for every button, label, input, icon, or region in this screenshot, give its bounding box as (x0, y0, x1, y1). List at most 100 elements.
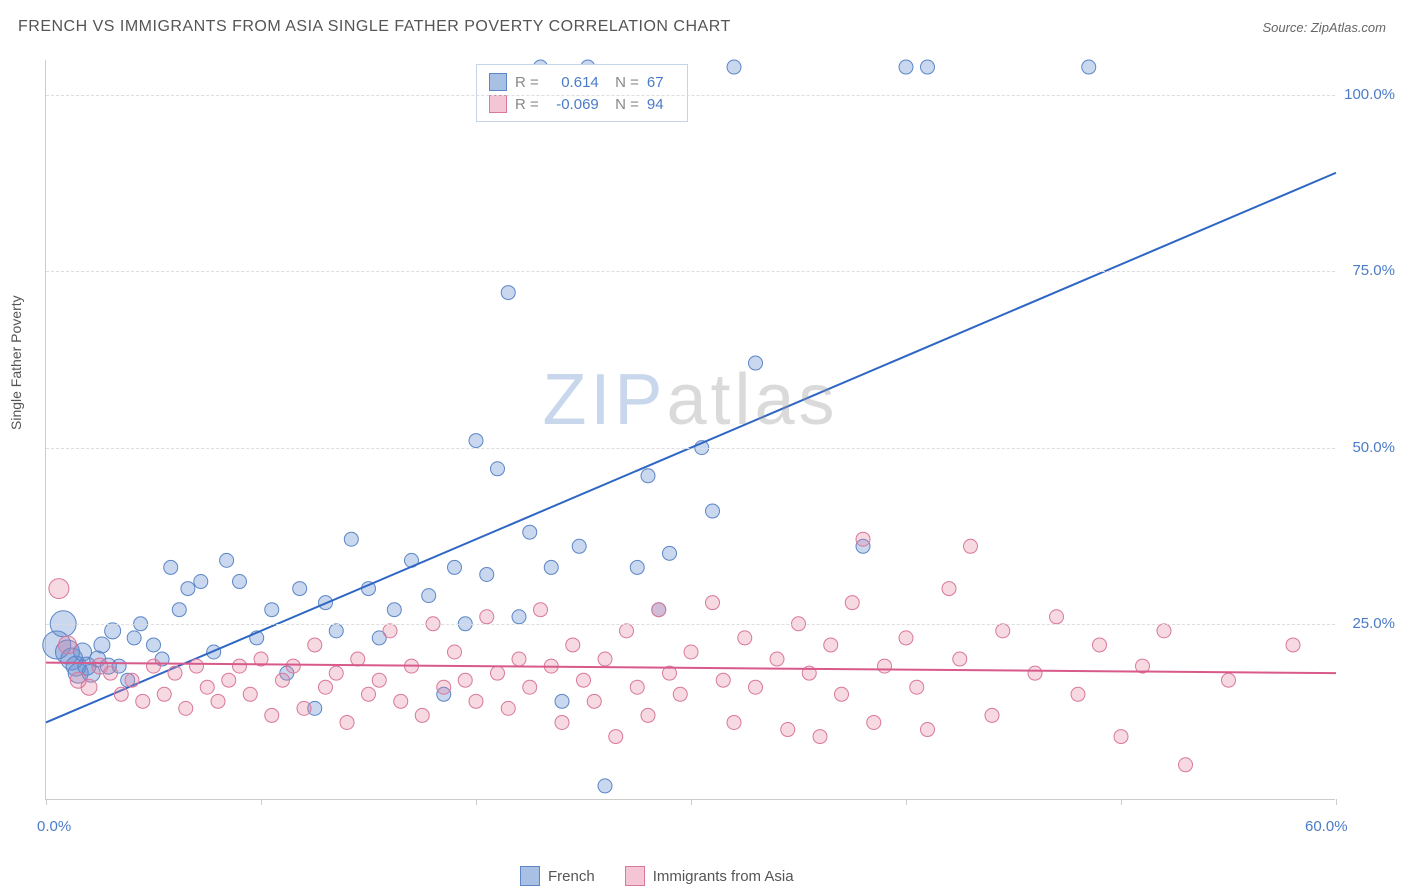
data-point (706, 596, 720, 610)
data-point (458, 673, 472, 687)
data-point (813, 730, 827, 744)
data-point (523, 680, 537, 694)
gridline (46, 95, 1335, 96)
x-tick (46, 799, 47, 805)
y-tick-label: 25.0% (1352, 615, 1395, 632)
x-tick (1121, 799, 1122, 805)
data-point (114, 687, 128, 701)
data-point (1050, 610, 1064, 624)
data-point (351, 652, 365, 666)
data-point (1179, 758, 1193, 772)
data-point (319, 680, 333, 694)
data-point (512, 610, 526, 624)
data-point (265, 603, 279, 617)
data-point (727, 60, 741, 74)
data-point (501, 286, 515, 300)
data-point (899, 60, 913, 74)
data-point (491, 666, 505, 680)
x-tick-label: 60.0% (1305, 818, 1348, 835)
data-point (265, 708, 279, 722)
legend-swatch-french (520, 866, 540, 886)
data-point (469, 434, 483, 448)
data-point (469, 694, 483, 708)
data-point (233, 575, 247, 589)
plot-area: R = 0.614 N = 67 R = -0.069 N = 94 ZIPat… (45, 60, 1335, 800)
legend-label-french: French (548, 868, 595, 885)
data-point (194, 575, 208, 589)
data-point (572, 539, 586, 553)
stat-r-label: R = (515, 74, 539, 91)
data-point (276, 673, 290, 687)
data-point (501, 701, 515, 715)
data-point (415, 708, 429, 722)
data-point (878, 659, 892, 673)
data-point (480, 610, 494, 624)
data-point (630, 560, 644, 574)
data-point (394, 694, 408, 708)
data-point (1082, 60, 1096, 74)
correlation-stats-box: R = 0.614 N = 67 R = -0.069 N = 94 (476, 64, 688, 122)
data-point (211, 694, 225, 708)
y-tick-label: 100.0% (1344, 86, 1395, 103)
data-point (544, 560, 558, 574)
stat-n-value-asia: 94 (647, 96, 675, 113)
data-point (684, 645, 698, 659)
stat-swatch-asia (489, 95, 507, 113)
data-point (94, 637, 110, 653)
legend-label-asia: Immigrants from Asia (653, 868, 794, 885)
gridline (46, 271, 1335, 272)
stat-r-value-asia: -0.069 (547, 96, 599, 113)
gridline (46, 624, 1335, 625)
data-point (641, 708, 655, 722)
data-point (157, 687, 171, 701)
stat-row-asia: R = -0.069 N = 94 (489, 93, 675, 115)
data-point (448, 645, 462, 659)
data-point (147, 638, 161, 652)
data-point (59, 636, 77, 654)
data-point (127, 631, 141, 645)
data-point (387, 603, 401, 617)
data-point (641, 469, 655, 483)
stat-n-value-french: 67 (647, 74, 675, 91)
data-point (587, 694, 601, 708)
stat-row-french: R = 0.614 N = 67 (489, 71, 675, 93)
y-axis-label: Single Father Poverty (8, 295, 24, 430)
data-point (168, 666, 182, 680)
data-point (49, 579, 69, 599)
data-point (164, 560, 178, 574)
data-point (673, 687, 687, 701)
data-point (1028, 666, 1042, 680)
plot-svg (46, 60, 1335, 799)
data-point (781, 723, 795, 737)
data-point (770, 652, 784, 666)
data-point (104, 666, 118, 680)
chart-title: FRENCH VS IMMIGRANTS FROM ASIA SINGLE FA… (18, 18, 731, 36)
data-point (437, 680, 451, 694)
bottom-legend: French Immigrants from Asia (520, 866, 794, 886)
data-point (964, 539, 978, 553)
data-point (1093, 638, 1107, 652)
data-point (609, 730, 623, 744)
data-point (555, 715, 569, 729)
data-point (179, 701, 193, 715)
data-point (136, 694, 150, 708)
data-point (620, 624, 634, 638)
data-point (491, 462, 505, 476)
data-point (308, 638, 322, 652)
data-point (147, 659, 161, 673)
stat-r-label: R = (515, 96, 539, 113)
data-point (845, 596, 859, 610)
x-tick (691, 799, 692, 805)
data-point (329, 624, 343, 638)
data-point (1222, 673, 1236, 687)
data-point (577, 673, 591, 687)
data-point (598, 779, 612, 793)
data-point (190, 659, 204, 673)
data-point (824, 638, 838, 652)
source-attribution: Source: ZipAtlas.com (1262, 20, 1386, 35)
data-point (749, 356, 763, 370)
data-point (652, 603, 666, 617)
data-point (329, 666, 343, 680)
data-point (340, 715, 354, 729)
data-point (372, 673, 386, 687)
